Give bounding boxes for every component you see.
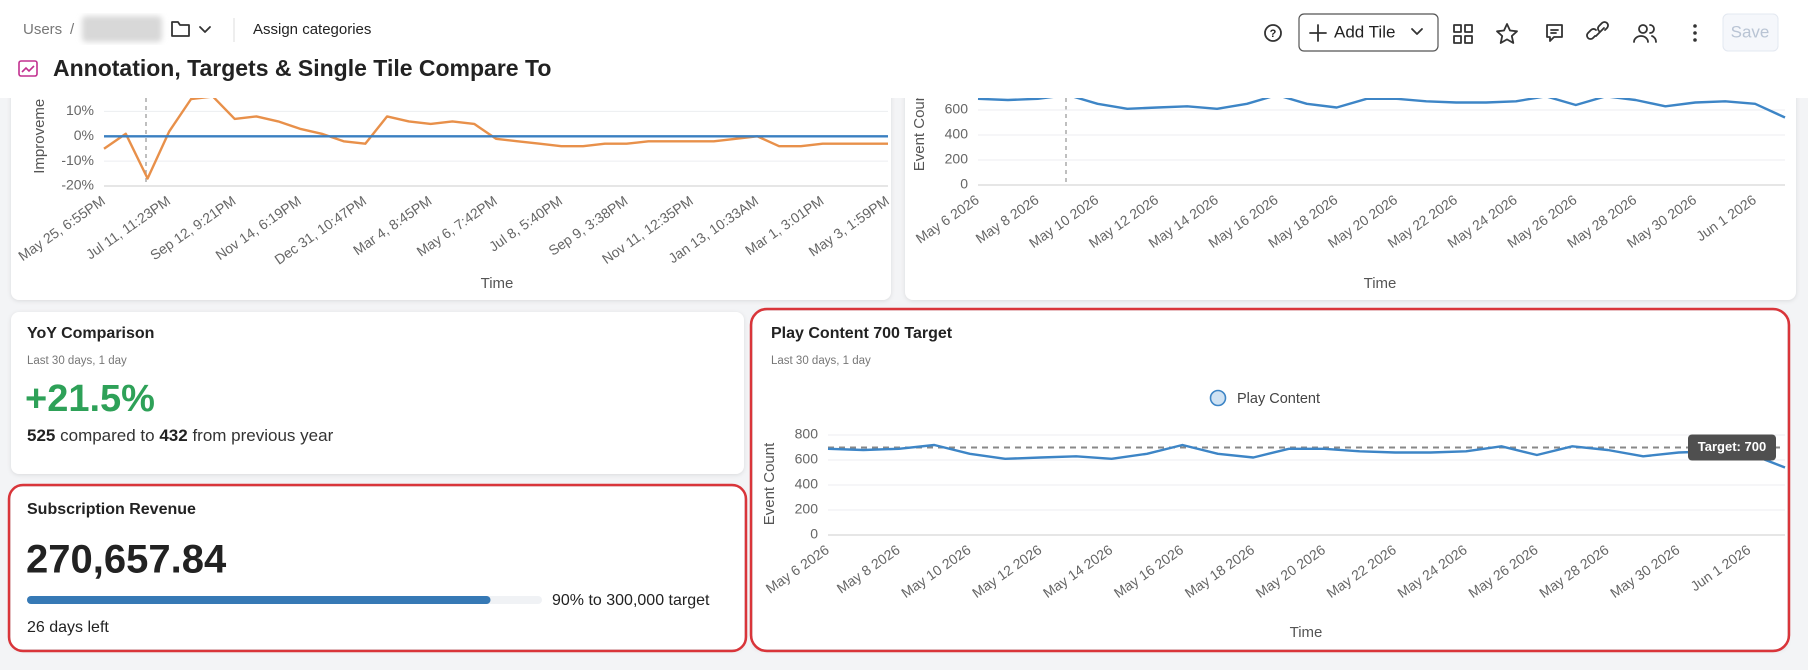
tile-title: Subscription Revenue [27, 501, 196, 518]
y-tick-label: 400 [795, 476, 819, 492]
page-title: Annotation, Targets & Single Tile Compar… [53, 55, 551, 81]
current-value: 525 [27, 426, 55, 445]
y-tick-label: 400 [945, 126, 969, 142]
save-button[interactable] [1722, 13, 1779, 52]
help-icon[interactable] [1264, 24, 1282, 42]
plus-icon[interactable] [1309, 24, 1327, 42]
assign-categories[interactable]: Assign categories [253, 21, 371, 38]
progress-bar [27, 596, 491, 604]
data-line [827, 443, 1786, 469]
tile-title: YoY Comparison [27, 325, 154, 342]
redacted [82, 16, 162, 42]
metric-value: 270,657.84 [26, 538, 227, 582]
tile [11, 98, 891, 300]
breadcrumb-link[interactable]: Users [23, 21, 62, 38]
dashboard-icon [18, 60, 38, 77]
y-tick-label: -20% [61, 177, 94, 193]
share-icon[interactable] [1633, 24, 1657, 43]
tile [753, 311, 1787, 649]
more-icon[interactable] [1693, 24, 1697, 28]
x-axis-title: Time [481, 275, 514, 292]
highlight-outline [7, 483, 748, 653]
content: YoY Comparison Last 30 days, 1 day +21.5% 5… [7, 85, 1796, 653]
target-badge [1688, 434, 1776, 461]
more-icon[interactable] [1693, 31, 1697, 35]
days-left: 26 days left [27, 619, 109, 636]
tile [11, 312, 744, 474]
data-line [977, 98, 1786, 119]
previous-value: 432 [159, 426, 187, 445]
tile-subtitle: Last 30 days, 1 day [27, 355, 127, 367]
add-tile-label[interactable]: Add Tile [1334, 22, 1395, 41]
breadcrumb-separator: / [70, 21, 75, 38]
tile-title: Play Content 700 Target [771, 325, 953, 342]
y-tick-label: 800 [795, 426, 819, 442]
layout-icon[interactable] [1453, 24, 1473, 44]
chevron-icon[interactable] [1411, 28, 1423, 35]
link-icon[interactable] [1586, 21, 1609, 40]
help-icon[interactable]: ? [1270, 28, 1277, 40]
comparison-text: from previous year [192, 426, 333, 445]
y-axis-title: Improvement [31, 85, 48, 173]
more-icon[interactable] [1693, 38, 1697, 42]
x-axis-title: Time [1290, 624, 1323, 641]
tile [11, 487, 744, 649]
legend-marker [1209, 389, 1227, 407]
y-tick-label: 200 [795, 501, 819, 517]
y-tick-label: 600 [795, 451, 819, 467]
comment-icon[interactable] [1546, 24, 1563, 42]
legend-label: Play Content [1237, 391, 1320, 407]
comparison-text: compared to [60, 426, 155, 445]
comparison: 525 compared to 432 from previous year [27, 426, 334, 445]
progress-label: 90% to 300,000 target [552, 592, 710, 609]
target-label: Target: 700 [1698, 439, 1766, 454]
y-tick-label: 0 [810, 526, 818, 542]
chevron-icon[interactable] [199, 26, 211, 33]
y-axis-title: Event Count [761, 442, 778, 525]
highlight-outline [749, 307, 1791, 653]
folder-icon[interactable] [171, 21, 190, 37]
dashboard-icon [21, 65, 35, 73]
header: Users / Assign categories Annotation, Ta… [18, 13, 1779, 81]
y-axis-title: Event Count [911, 88, 928, 171]
y-tick-label: -10% [61, 152, 94, 168]
y-tick-label: 10% [66, 102, 94, 118]
y-tick-label: 200 [945, 151, 969, 167]
tile-subtitle: Last 30 days, 1 day [771, 355, 871, 367]
save-label[interactable]: Save [1731, 22, 1770, 41]
change-value: +21.5% [25, 378, 155, 420]
add-tile-button[interactable] [1298, 13, 1439, 52]
x-axis-title: Time [1364, 275, 1397, 292]
tile [905, 98, 1796, 300]
y-tick-label: 0 [960, 176, 968, 192]
star-icon[interactable] [1496, 23, 1518, 44]
y-tick-label: 0% [74, 127, 94, 143]
y-tick-label: 600 [945, 101, 969, 117]
